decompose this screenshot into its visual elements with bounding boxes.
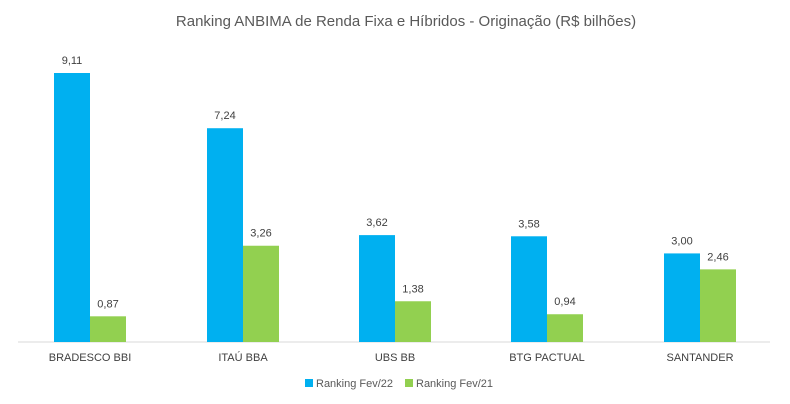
legend-label-fev22: Ranking Fev/22 <box>316 378 393 390</box>
bar-fev22-4 <box>664 253 700 342</box>
data-label-fev21-2: 1,38 <box>402 283 423 295</box>
data-label-fev21-3: 0,94 <box>554 296 575 308</box>
bar-fev21-3 <box>547 314 583 342</box>
bar-fev21-4 <box>700 269 736 342</box>
data-label-fev21-1: 3,26 <box>250 228 271 240</box>
bar-fev21-0 <box>90 316 126 342</box>
x-tick-label-0: BRADESCO BBI <box>49 352 132 364</box>
chart-title: Ranking ANBIMA de Renda Fixa e Híbridos … <box>176 13 636 30</box>
bar-fev21-1 <box>243 245 279 342</box>
legend-label-fev21: Ranking Fev/21 <box>416 378 493 390</box>
data-label-fev22-3: 3,58 <box>518 218 539 230</box>
data-label-fev22-2: 3,62 <box>366 217 387 229</box>
bar-fev22-2 <box>359 235 395 342</box>
data-label-fev22-4: 3,00 <box>671 235 692 247</box>
x-tick-label-1: ITAÚ BBA <box>218 351 268 364</box>
legend-swatch-fev22 <box>305 379 313 387</box>
bars-layer <box>54 73 736 342</box>
x-tick-label-3: BTG PACTUAL <box>509 352 585 364</box>
legend-swatch-fev21 <box>405 379 413 387</box>
data-label-fev22-1: 7,24 <box>214 110 235 122</box>
bar-fev22-3 <box>511 236 547 342</box>
data-label-fev22-0: 9,11 <box>62 55 83 67</box>
labels-layer: 9,11 0,87 7,24 3,26 3,62 1,38 3,58 0,94 3,00 2,46 <box>62 55 729 310</box>
legend: Ranking Fev/22 Ranking Fev/21 <box>305 378 493 390</box>
bar-fev22-1 <box>207 128 243 342</box>
bar-fev22-0 <box>54 73 90 342</box>
bar-fev21-2 <box>395 301 431 342</box>
data-label-fev21-0: 0,87 <box>97 298 118 310</box>
x-tick-label-4: SANTANDER <box>666 352 733 364</box>
x-tick-labels: BRADESCO BBI ITAÚ BBA UBS BB BTG PACTUAL SAN… <box>49 351 734 364</box>
x-tick-label-2: UBS BB <box>375 352 415 364</box>
data-label-fev21-4: 2,46 <box>707 251 728 263</box>
